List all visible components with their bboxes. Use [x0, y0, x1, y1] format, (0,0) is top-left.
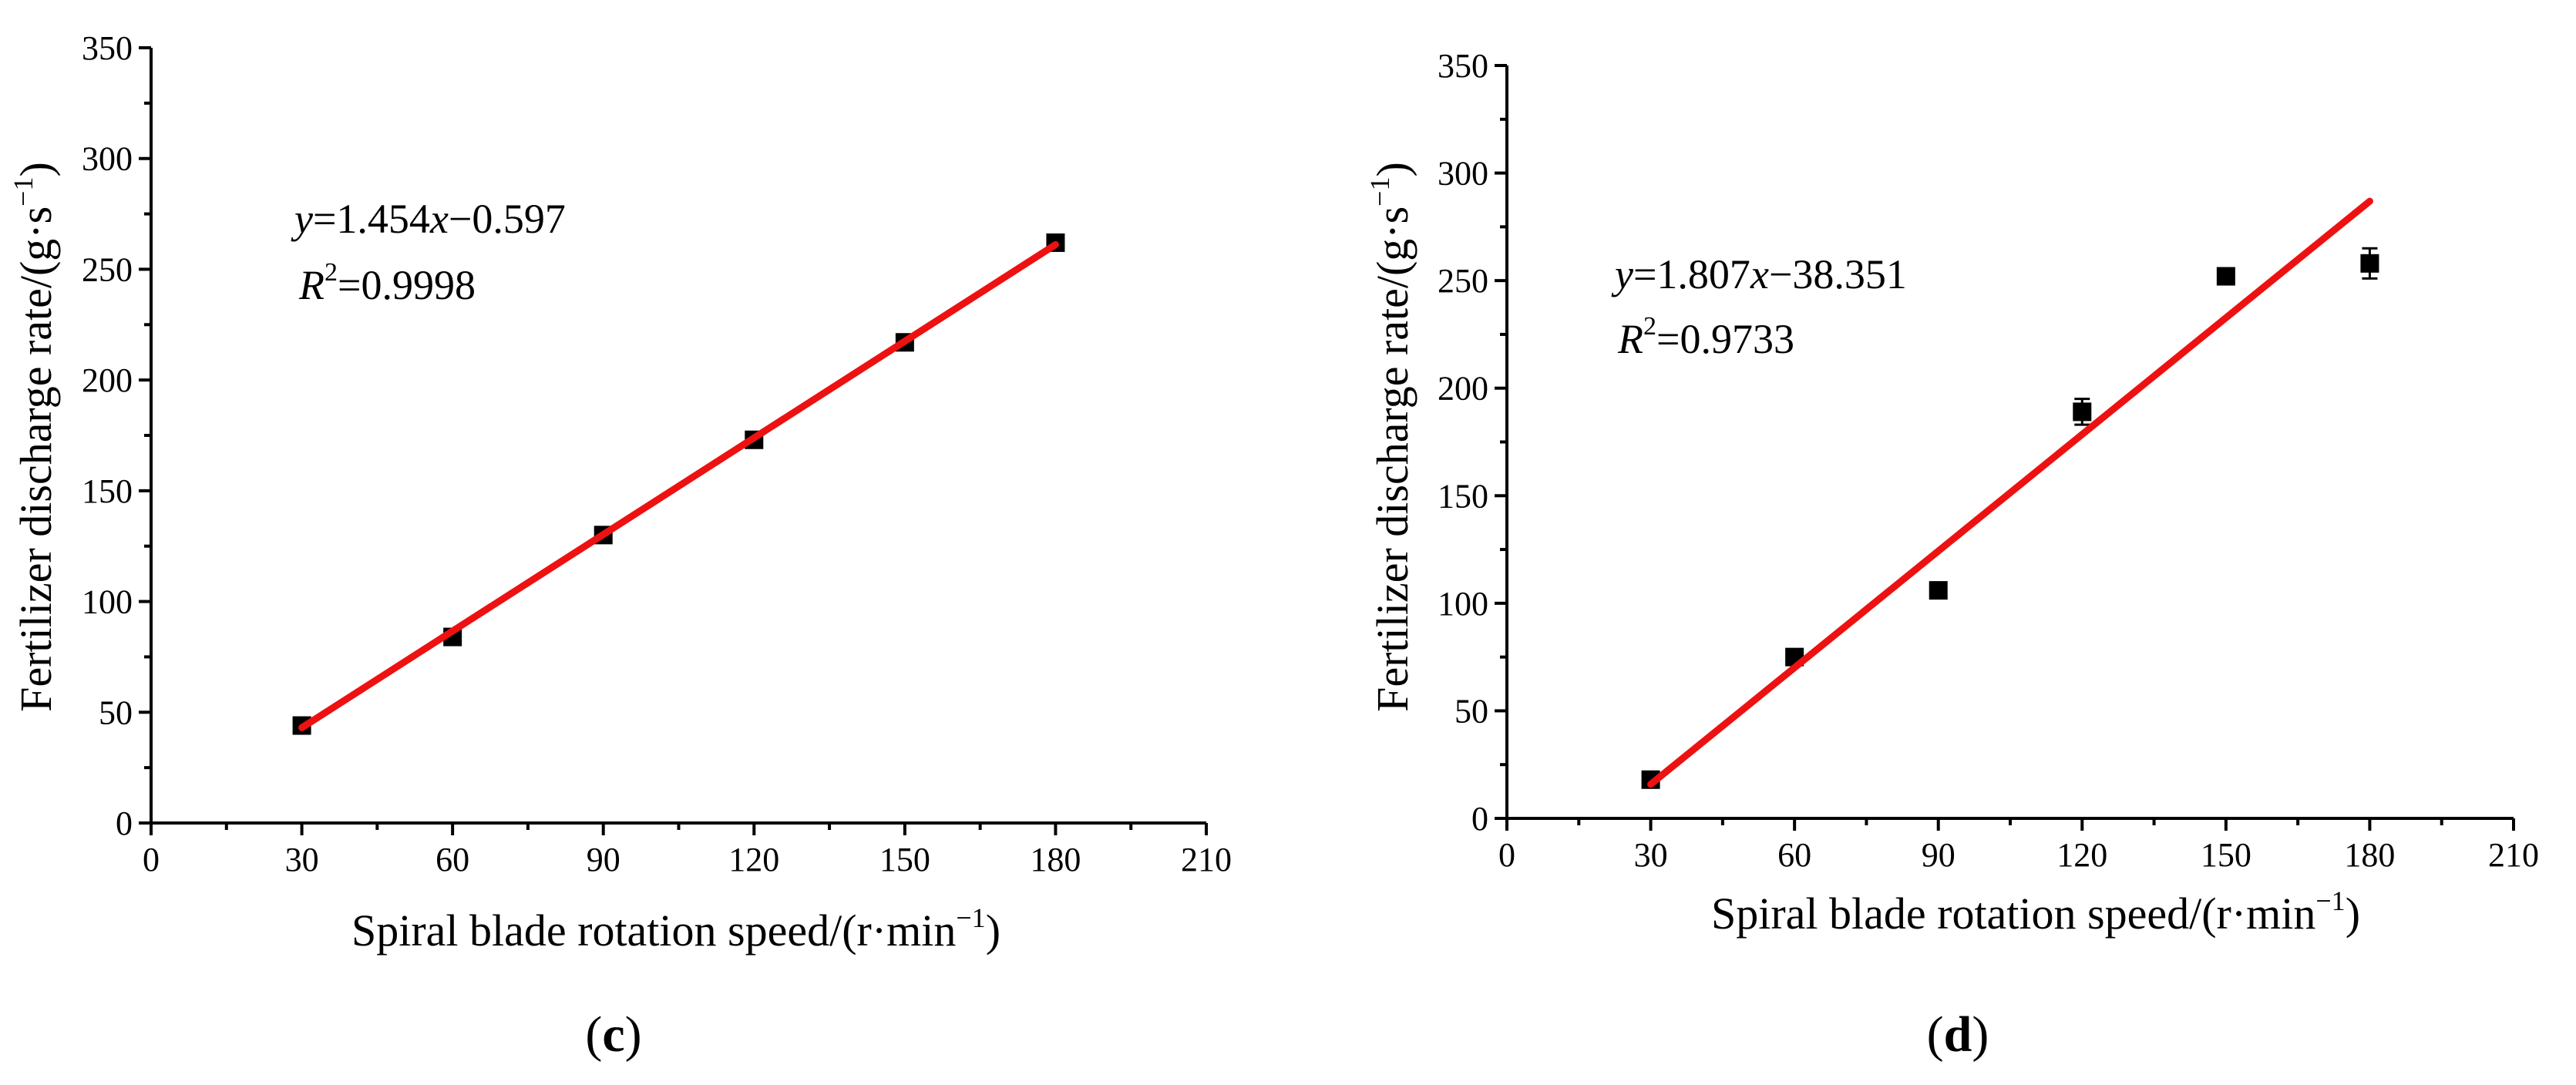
panel-d-y-tick-label: 350 — [1438, 47, 1488, 85]
panel-d-equation: y=1.807x−38.351 — [1611, 251, 1907, 297]
panel-c-x-tick-label: 120 — [728, 841, 779, 878]
panel-c-y-axis-title: Fertilizer discharge rate/(g·s−1) — [8, 162, 61, 712]
panel-c-y-tick-label: 100 — [82, 583, 133, 621]
panel-d-y-tick-label: 50 — [1454, 692, 1488, 730]
panel-d-y-tick-label: 200 — [1438, 370, 1488, 408]
panel-c-y-tick-label: 200 — [82, 361, 133, 399]
panel-c-y-tick-label: 0 — [116, 805, 133, 842]
panel-d-y-tick-label: 0 — [1471, 800, 1488, 838]
panel-d-data-point — [2360, 254, 2379, 273]
panel-d-x-tick-label: 210 — [2488, 836, 2539, 874]
panel-d-x-axis-title: Spiral blade rotation speed/(r·min−1) — [1711, 885, 2360, 939]
panel-d-x-tick-label: 150 — [2201, 836, 2251, 874]
panel-d-y-tick-label: 250 — [1438, 262, 1488, 300]
panel-c-y-tick-label: 50 — [99, 694, 133, 731]
panel-c-y-tick-label: 250 — [82, 250, 133, 288]
panel-c-x-tick-label: 30 — [285, 841, 319, 878]
panel-c-equation: y=1.454x−0.597 — [291, 196, 566, 242]
panel-d-markers — [1641, 247, 2379, 789]
panel-d-x-tick-label: 30 — [1634, 836, 1668, 874]
panel-c-label: (c) — [585, 1006, 641, 1063]
panel-c-x-axis: 0 30 60 90 120 150 180 210 — [143, 821, 1232, 878]
panel-d-x-tick-label: 0 — [1498, 836, 1515, 874]
panel-d-y-axis: 0 50 100 150 200 250 300 350 — [1438, 47, 1508, 838]
panel-c-y-tick-label: 350 — [82, 29, 133, 67]
panel-c-x-axis-title: Spiral blade rotation speed/(r·min−1) — [351, 902, 1000, 956]
panel-d-x-tick-label: 60 — [1777, 836, 1811, 874]
panel-d-label: (d) — [1927, 1006, 1989, 1063]
panel-d-y-tick-label: 100 — [1438, 585, 1488, 623]
panel-c-fit-line — [298, 240, 1059, 731]
panel-d-y-tick-label: 150 — [1438, 477, 1488, 515]
panel-d-y-tick-label: 300 — [1438, 155, 1488, 193]
chart-panel-d: 0 50 100 150 200 250 300 350 0 30 60 90 120 150 180 21… — [1364, 47, 2539, 1063]
panel-d-x-axis: 0 30 60 90 120 150 180 210 — [1498, 817, 2539, 874]
panel-d-fit-line — [1647, 197, 2373, 788]
panel-c-x-tick-label: 210 — [1181, 841, 1232, 878]
panel-d-r-squared: R2=0.9733 — [1617, 312, 1794, 362]
panel-c-y-axis: 0 50 100 150 200 250 300 350 — [82, 29, 153, 842]
panel-c-x-tick-label: 150 — [879, 841, 930, 878]
panel-d-data-point — [1929, 581, 1948, 600]
panel-d-x-tick-label: 180 — [2344, 836, 2395, 874]
panel-d-data-point — [2073, 402, 2092, 422]
chart-panel-c: 0 50 100 150 200 250 300 350 0 30 60 90 120 150 180 21… — [8, 29, 1232, 1063]
panel-c-x-tick-label: 0 — [143, 841, 160, 878]
panel-d-x-tick-label: 120 — [2056, 836, 2107, 874]
panel-c-y-tick-label: 150 — [82, 472, 133, 510]
panel-c-x-tick-label: 60 — [435, 841, 469, 878]
panel-d-y-axis-title: Fertilizer discharge rate/(g·s−1) — [1364, 162, 1417, 712]
panel-c-x-tick-label: 180 — [1030, 841, 1081, 878]
panel-d-data-point — [2216, 267, 2235, 286]
panel-c-r-squared: R2=0.9998 — [298, 258, 476, 308]
panel-c-y-tick-label: 300 — [82, 140, 133, 178]
panel-c-x-tick-label: 90 — [587, 841, 620, 878]
panel-d-x-tick-label: 90 — [1922, 836, 1956, 874]
